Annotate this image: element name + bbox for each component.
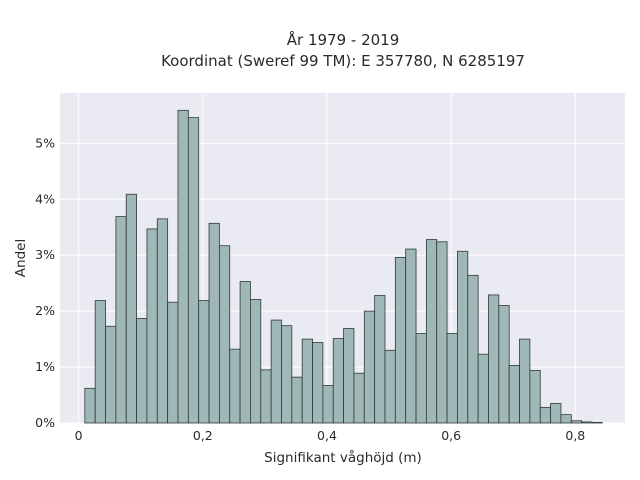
histogram-bar [570, 420, 583, 424]
histogram-bar [477, 353, 489, 424]
histogram-bar [519, 338, 531, 424]
histogram-bar [560, 414, 572, 424]
histogram-bar [446, 333, 458, 424]
histogram-bar [353, 372, 365, 424]
histogram-bar [84, 387, 96, 424]
x-tick-label: 0,6 [441, 428, 461, 443]
histogram-bar [239, 281, 251, 424]
y-axis-label: Andel [13, 239, 29, 277]
histogram-bar [581, 421, 593, 424]
histogram-bar [260, 369, 272, 424]
histogram-bar [550, 403, 562, 424]
histogram-bar [539, 406, 551, 424]
histogram-bar [312, 342, 324, 424]
x-tick-label: 0,8 [565, 428, 585, 443]
histogram-bar [156, 218, 169, 424]
histogram-bar [291, 376, 303, 424]
chart-title-line-1: År 1979 - 2019 [287, 30, 400, 49]
y-tick-label: 2% [35, 303, 55, 318]
histogram-bar [363, 310, 376, 424]
histogram-bars [84, 109, 603, 424]
histogram-bar [270, 319, 282, 424]
histogram-bar [591, 422, 603, 424]
histogram-bar [105, 325, 117, 424]
histogram-bar [425, 239, 438, 424]
x-tick-label: 0,4 [317, 428, 337, 443]
histogram-bar [415, 333, 427, 424]
histogram-bar [488, 294, 500, 424]
histogram-bar [136, 318, 148, 424]
histogram-bar [146, 228, 158, 424]
histogram-bar [508, 364, 520, 424]
histogram-bar [374, 295, 386, 424]
y-axis-ticks: 0% 1% 2% 3% 4% 5% [35, 135, 55, 430]
histogram-bar [94, 300, 106, 424]
histogram-bar [498, 305, 510, 424]
chart-title-line-2: Koordinat (Sweref 99 TM): E 357780, N 62… [161, 52, 525, 70]
histogram-bar [229, 348, 241, 424]
histogram-bar [115, 216, 127, 424]
histogram-bar [177, 109, 189, 424]
histogram-bar [529, 370, 541, 424]
histogram-bar [457, 250, 469, 424]
histogram-bar [405, 248, 417, 424]
histogram-bar [250, 298, 262, 424]
histogram-bar [384, 349, 396, 424]
x-axis-ticks: 0 0,2 0,4 0,6 0,8 [75, 428, 586, 443]
y-tick-label: 1% [35, 359, 55, 374]
histogram-bar [281, 325, 293, 424]
histogram-bar [167, 301, 179, 424]
y-tick-label: 5% [35, 135, 55, 150]
histogram-bar [467, 274, 479, 424]
histogram-bar [198, 300, 210, 424]
histogram-bar [125, 193, 137, 424]
histogram-bar [218, 245, 231, 424]
histogram-bar [187, 117, 200, 424]
x-axis-label: Signifikant våghöjd (m) [264, 449, 422, 466]
y-tick-label: 3% [35, 247, 55, 262]
histogram-bar [436, 241, 448, 424]
y-tick-label: 4% [35, 191, 55, 206]
y-tick-label: 0% [35, 415, 55, 430]
histogram-bar [301, 338, 313, 424]
histogram-bar [332, 338, 344, 424]
x-tick-label: 0,2 [193, 428, 213, 443]
histogram-bar [322, 385, 334, 424]
histogram-bar [208, 222, 220, 424]
histogram-bar [343, 328, 355, 424]
histogram-bar [394, 257, 407, 424]
x-tick-label: 0 [75, 428, 83, 443]
